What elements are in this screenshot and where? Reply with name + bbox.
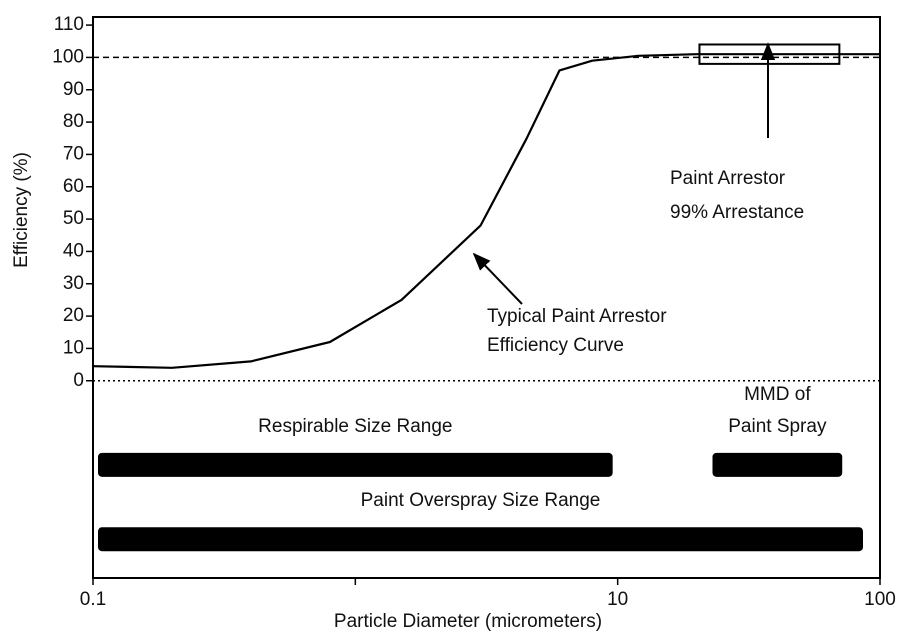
range-label: Respirable Size Range <box>258 416 452 437</box>
x-tick-label: 100 <box>864 589 896 610</box>
y-tick-label: 70 <box>63 143 84 164</box>
range-bar <box>98 527 863 552</box>
y-tick-label: 30 <box>63 273 84 294</box>
y-tick-label: 50 <box>63 208 84 229</box>
x-axis-label: Particle Diameter (micrometers) <box>334 611 602 632</box>
plot-frame <box>92 16 881 579</box>
y-axis-label: Efficiency (%) <box>11 152 32 268</box>
annotation: Paint Arrestor <box>670 168 786 189</box>
x-tick-label: 0.1 <box>80 589 106 610</box>
annotation: Typical Paint Arrestor <box>487 306 667 327</box>
range-label: Paint Overspray Size Range <box>361 490 601 511</box>
range-bar <box>98 452 613 477</box>
y-tick-label: 0 <box>73 370 84 391</box>
y-tick-label: 90 <box>63 79 84 100</box>
y-tick-label: 100 <box>52 46 84 67</box>
y-tick-label: 20 <box>63 305 84 326</box>
arrow <box>472 252 523 305</box>
range-label: Paint Spray <box>728 416 827 437</box>
y-tick-label: 80 <box>63 111 84 132</box>
range-label: MMD of <box>744 384 811 405</box>
annotation: Efficiency Curve <box>487 335 624 356</box>
range-bar <box>712 452 843 477</box>
y-tick-label: 60 <box>63 176 84 197</box>
annotation: 99% Arrestance <box>670 202 804 223</box>
x-tick-label: 10 <box>607 589 628 610</box>
y-tick-label: 10 <box>63 337 84 358</box>
line <box>92 53 880 369</box>
y-tick-label: 110 <box>54 14 84 35</box>
y-tick-label: 40 <box>63 240 84 261</box>
